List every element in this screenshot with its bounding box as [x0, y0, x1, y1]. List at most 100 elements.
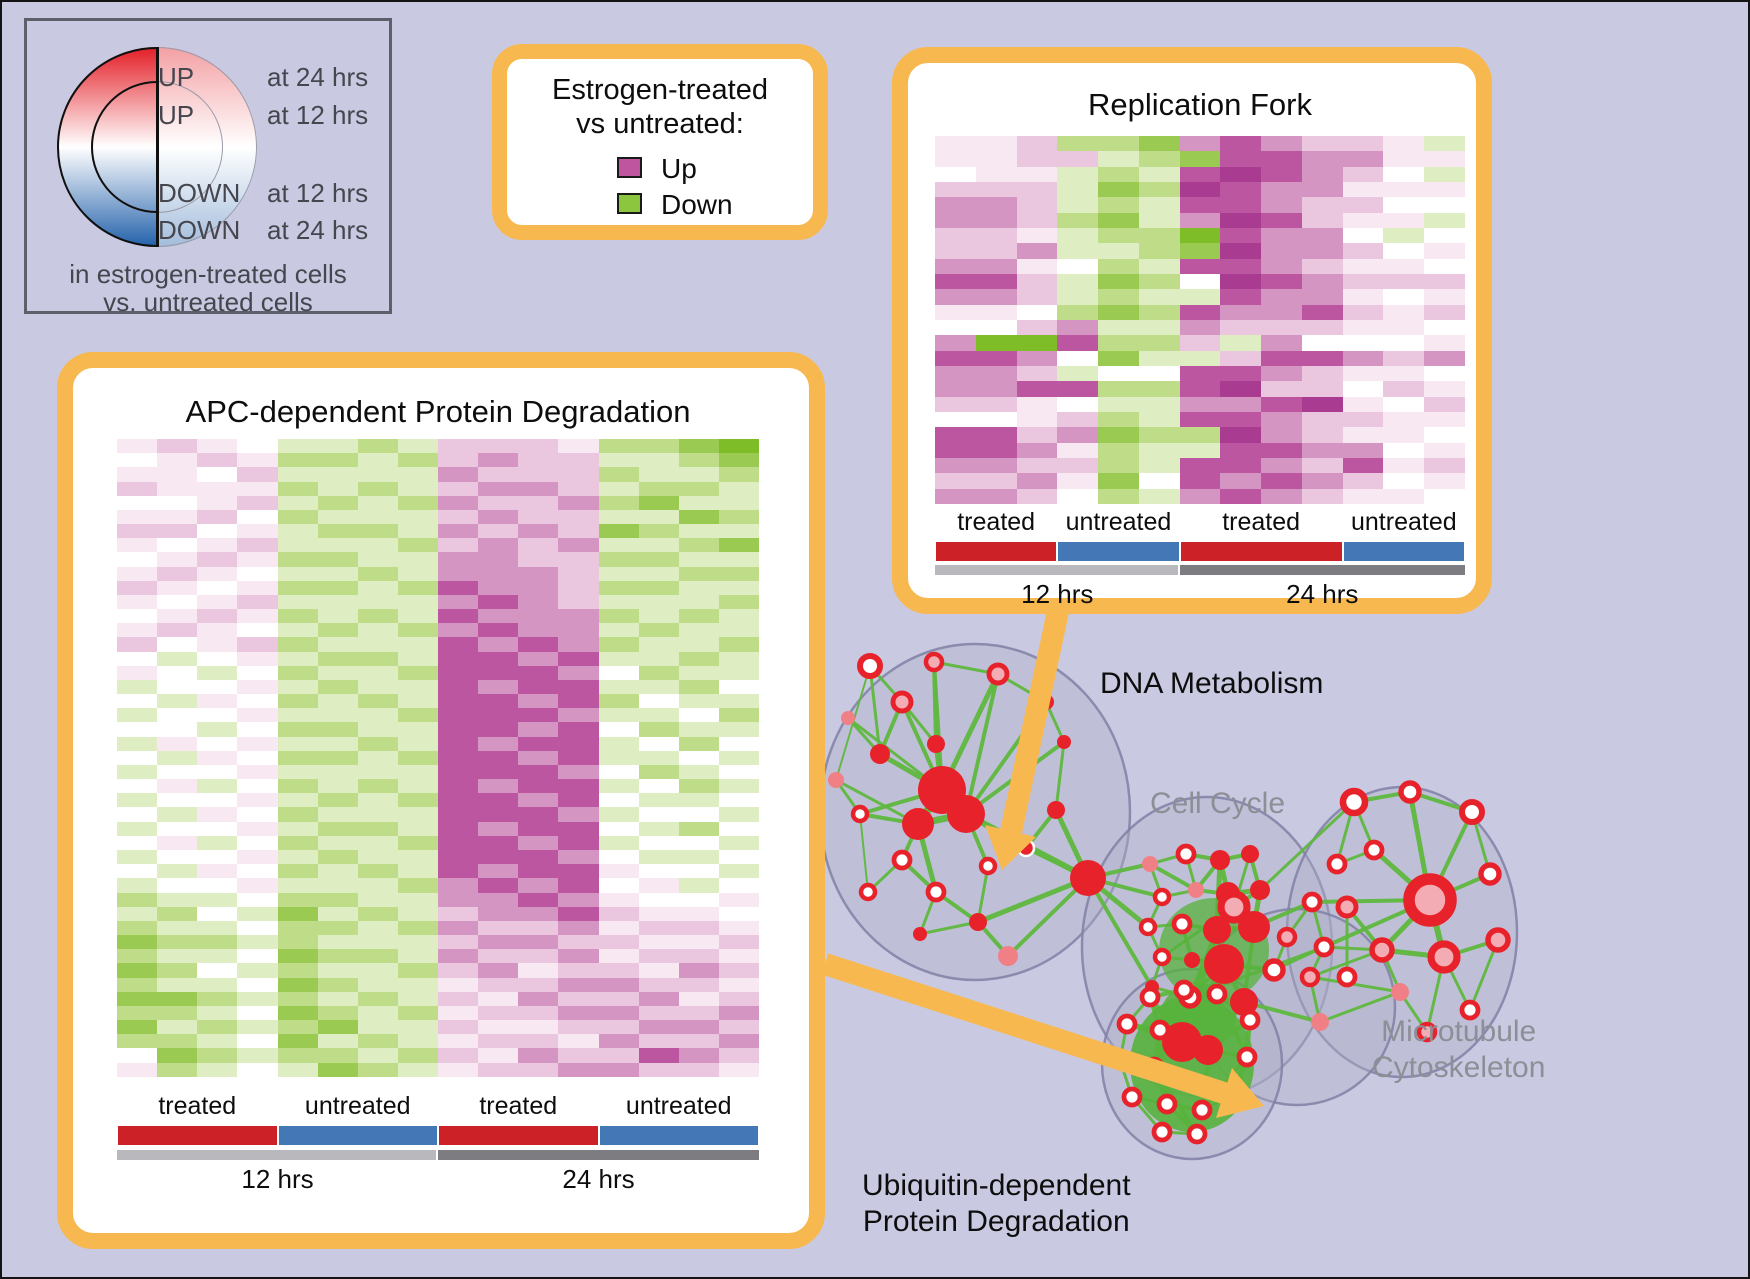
gene-node: [841, 711, 855, 725]
gene-node: [1398, 780, 1422, 804]
panel-arrow: [1000, 599, 1071, 835]
panel-arrow: [821, 953, 1234, 1106]
microtubule-cytoskeleton-label: Microtubule Cytoskeleton: [1372, 1015, 1546, 1084]
gene-node: [1239, 1009, 1261, 1031]
gene-node: [1339, 787, 1369, 817]
gene-node: [1427, 940, 1461, 974]
gene-node: [1250, 880, 1270, 900]
heatmap-row: [117, 609, 759, 624]
direction-label: DOWN: [158, 215, 241, 245]
gene-node: [1186, 1123, 1208, 1145]
up-label: Up: [661, 153, 697, 184]
gene-node: [923, 651, 945, 673]
heatmap-row: [117, 594, 759, 610]
heatmap-row: [117, 1005, 759, 1021]
gene-node: [1156, 1093, 1178, 1115]
heatmap-row: [117, 750, 759, 765]
gene-node: [1057, 735, 1071, 749]
heatmap-row: [117, 679, 759, 695]
network-edge: [1054, 740, 1066, 812]
gene-node: [1116, 1013, 1138, 1035]
gene-node: [1204, 944, 1244, 984]
group-label: treated: [158, 1092, 237, 1120]
heatmap-row: [117, 963, 759, 978]
gene-node: [1139, 986, 1161, 1008]
heatmap-row: [117, 481, 759, 496]
heatmap-row: [935, 473, 1465, 489]
gene-node: [1311, 1013, 1329, 1031]
gene-node: [1210, 850, 1230, 870]
replication-fork-title: Replication Fork: [1088, 87, 1312, 122]
heatmap-row: [935, 136, 1465, 152]
gene-node: [891, 849, 913, 871]
gene-node: [1299, 966, 1321, 988]
apc-panel: APC-dependent Protein Degradation treate…: [57, 352, 825, 1249]
heatmap-row: [117, 694, 759, 709]
group-color-bar: [118, 1126, 277, 1145]
group-color-bar: [1180, 542, 1342, 561]
gene-node: [1403, 873, 1457, 927]
gene-node: [1276, 926, 1298, 948]
network-edge: [1258, 800, 1356, 892]
direction-label: UP: [158, 62, 195, 92]
heatmap-row: [117, 835, 759, 850]
heatmap-row: [935, 212, 1465, 228]
heatmap-row: [117, 920, 759, 936]
apc-heatmap: [117, 439, 759, 1077]
heatmap-row: [935, 411, 1465, 428]
heatmap-row: [935, 396, 1465, 412]
replication-fork-panel: Replication Fork treated untreated treated…: [892, 47, 1492, 614]
heatmap-row: [117, 524, 759, 539]
gene-node: [913, 927, 927, 941]
network-edge: [1006, 876, 1090, 958]
heatmap-row: [117, 821, 759, 836]
gene-node: [1152, 947, 1172, 967]
replication-fork-heatmap: [935, 136, 1465, 504]
heatmap-row: [935, 335, 1465, 351]
gene-node: [857, 653, 883, 679]
heatmap-row: [935, 304, 1465, 320]
gene-node: [1188, 882, 1204, 898]
gene-node: [969, 913, 987, 931]
gene-node: [1149, 1019, 1171, 1041]
gene-node: [902, 808, 934, 840]
time-label: at 24 hrs: [267, 62, 369, 92]
heatmap-row: [117, 906, 759, 921]
gene-node: [1485, 927, 1511, 953]
heatmap-row: [117, 552, 759, 567]
heatmap-row: [117, 453, 759, 468]
down-color-swatch: [617, 193, 642, 214]
gene-node: [925, 881, 947, 903]
network-edge: [868, 664, 882, 756]
heatmap-row: [117, 1062, 759, 1077]
heatmap-row: [117, 991, 759, 1006]
gene-node: [1230, 988, 1258, 1016]
heatmap-row: [117, 665, 759, 680]
time-label: at 24 hrs: [267, 215, 369, 245]
heatmap-row: [117, 764, 759, 780]
gene-node: [1301, 891, 1323, 913]
gene-node: [1217, 890, 1251, 924]
network-edge: [964, 672, 1000, 816]
gene-node: [1313, 936, 1335, 958]
network-edge: [1308, 948, 1384, 979]
gene-node: [1121, 1086, 1143, 1108]
network-edge: [1148, 862, 1198, 892]
heatmap-row: [935, 442, 1465, 458]
group-color-bar: [278, 1126, 437, 1145]
gene-node: [1459, 999, 1481, 1021]
heatmap-row: [117, 651, 759, 666]
down-label: Down: [661, 189, 733, 220]
heatmap-row: [935, 488, 1465, 504]
gene-node: [978, 856, 998, 876]
network-edge: [859, 813, 869, 893]
gene-node: [1416, 1021, 1438, 1043]
gene-node: [890, 690, 914, 714]
direction-label: DOWN: [158, 178, 241, 208]
heatmap-row: [935, 227, 1465, 244]
ubiquitin-degradation-label: Ubiquitin-dependent Protein Degradation: [862, 1169, 1131, 1238]
gene-node: [1206, 983, 1228, 1005]
heatmap-row: [117, 977, 759, 992]
gene-node: [1047, 801, 1065, 819]
